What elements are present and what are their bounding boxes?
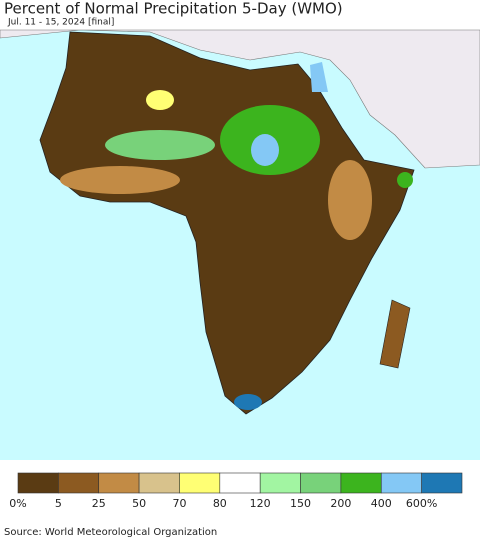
legend-label: 600% (406, 497, 437, 510)
subtitle: Jul. 11 - 15, 2024 [final] (7, 18, 114, 28)
source: Source: World Meteorological Organizatio… (4, 527, 217, 538)
legend-swatch (179, 472, 221, 494)
legend-swatch (138, 472, 180, 494)
blue-area (251, 134, 279, 166)
legend-label: 25 (92, 497, 106, 510)
blue-area (310, 62, 328, 92)
green-area (397, 172, 413, 188)
blue-area (234, 394, 262, 410)
legend-label: 0% (9, 497, 26, 510)
tan-area (60, 166, 180, 194)
legend-label: 70 (172, 497, 186, 510)
legend-label: 150 (290, 497, 311, 510)
legend-swatch (340, 472, 382, 494)
legend-swatch (17, 472, 59, 494)
legend-swatch (98, 472, 140, 494)
legend-label: 5 (55, 497, 62, 510)
green-area (105, 130, 215, 160)
legend-swatch (58, 472, 100, 494)
legend-label: 120 (250, 497, 271, 510)
legend-label: 200 (330, 497, 351, 510)
land-outside (0, 29, 480, 169)
legend-swatch (300, 472, 342, 494)
legend-label: 50 (132, 497, 146, 510)
legend-swatch (259, 472, 301, 494)
legend-swatch (380, 472, 422, 494)
legend-label: 80 (213, 497, 227, 510)
map (0, 29, 480, 460)
tan-area (328, 160, 372, 240)
legend-swatch (219, 472, 261, 494)
legend-label: 400 (371, 497, 392, 510)
title: Percent of Normal Precipitation 5-Day (W… (4, 0, 343, 18)
yellow-area (146, 90, 174, 110)
legend-swatch (421, 472, 463, 494)
legend: 0% 5 25 50 70 80 120 150 200 400 600% (9, 472, 463, 510)
madagascar (379, 299, 411, 369)
